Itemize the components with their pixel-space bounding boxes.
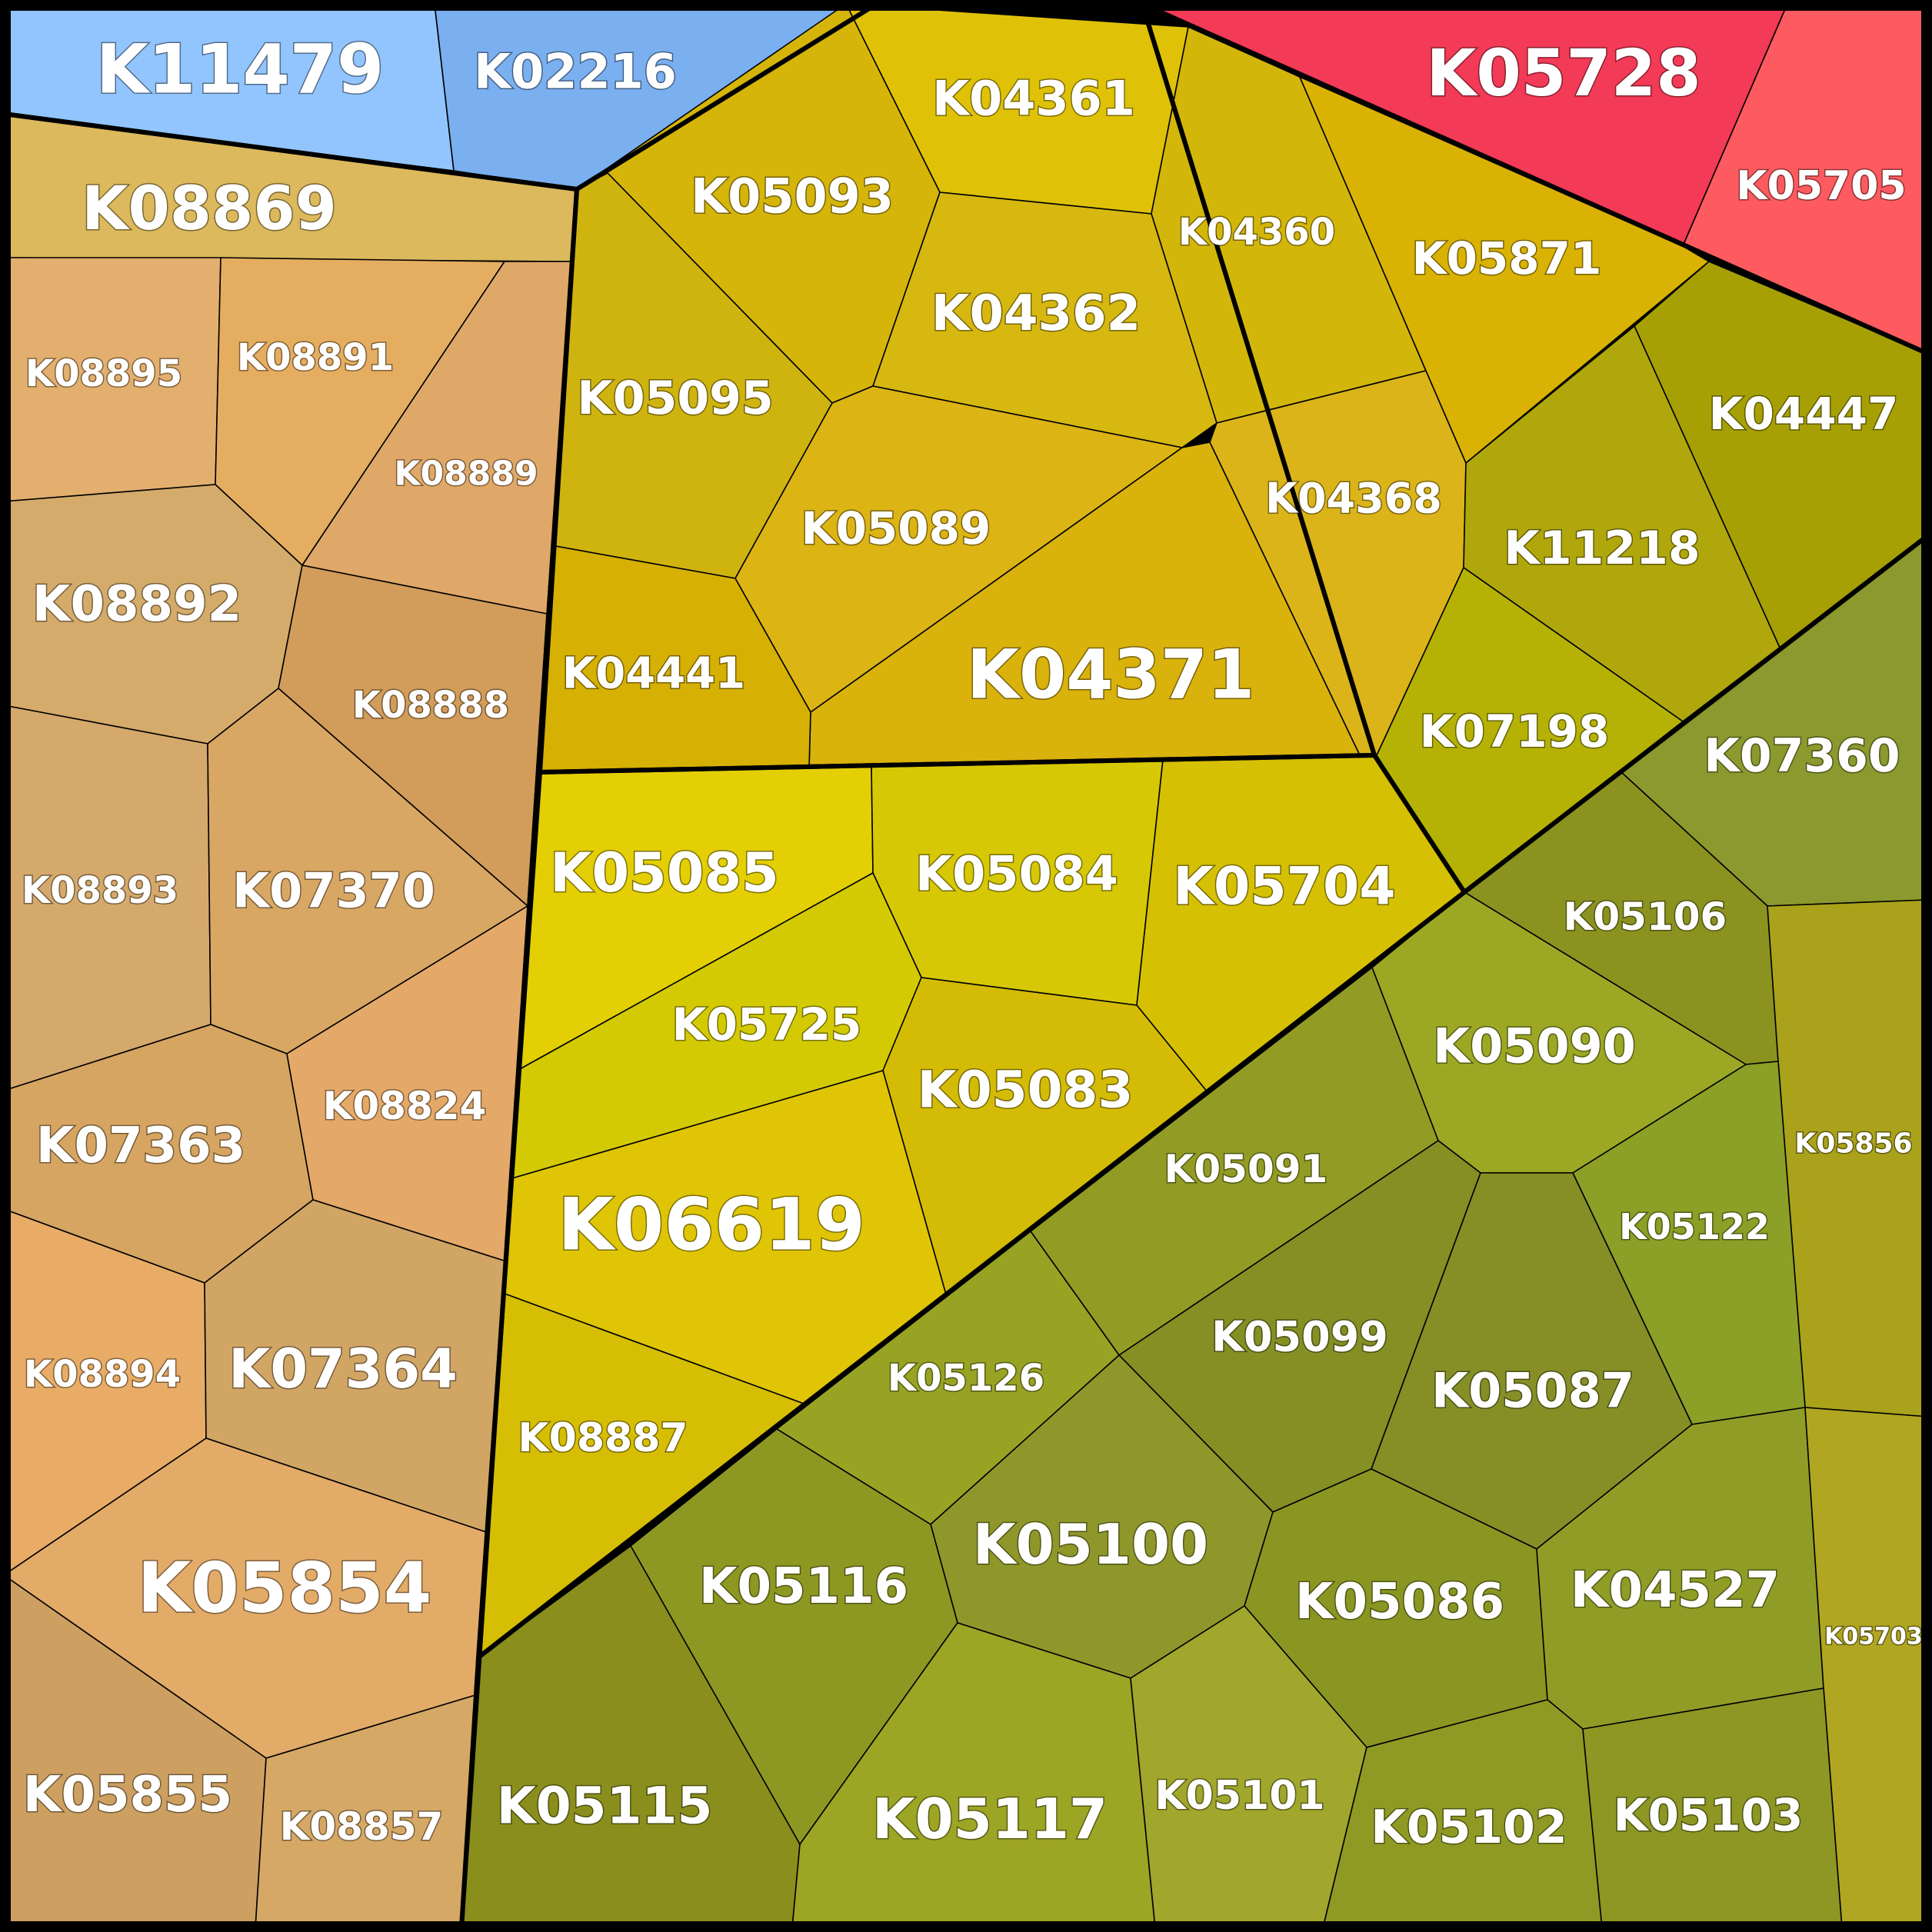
cell-label-k05117: K05117: [872, 1787, 1108, 1851]
cell-label-k05856: K05856: [1794, 1128, 1912, 1160]
cell-label-k04371: K04371: [967, 635, 1254, 715]
cell-label-k05083: K05083: [918, 1061, 1134, 1120]
cell-label-k07198: K07198: [1420, 705, 1610, 758]
cell-label-k05703: K05703: [1824, 1624, 1923, 1651]
cell-label-k08869: K08869: [82, 175, 337, 244]
treemap-labels: K11479 K02216 K08869 K08895 K08891 K08889 K088…: [20, 28, 1924, 1856]
cell-label-k05855: K05855: [23, 1767, 232, 1824]
cell-label-k04361: K04361: [932, 71, 1135, 127]
cell-label-k05084: K05084: [915, 846, 1118, 902]
cell-label-k07360: K07360: [1704, 729, 1900, 783]
cell-label-k08887: K08887: [518, 1415, 688, 1461]
cell-label-k05122: K05122: [1619, 1206, 1770, 1247]
treemap-cells: [3, 3, 1929, 1929]
cell-label-k06619: K06619: [558, 1184, 865, 1267]
cell-label-k04368: K04368: [1265, 475, 1442, 523]
cell-label-k08894: K08894: [24, 1353, 181, 1396]
cell-label-k05728: K05728: [1426, 35, 1700, 111]
cell-label-k05103: K05103: [1614, 1789, 1804, 1841]
cell-label-k04527: K04527: [1571, 1562, 1780, 1619]
cell-label-k05854: K05854: [138, 1548, 432, 1629]
cell-label-k05115: K05115: [497, 1777, 713, 1836]
cell-label-k05704: K05704: [1173, 857, 1395, 918]
cell-label-k04447: K04447: [1709, 388, 1899, 440]
cell-label-k05095: K05095: [577, 371, 773, 425]
cell-label-k07370: K07370: [232, 863, 435, 919]
cell-label-k04441: K04441: [562, 649, 745, 699]
cell-label-k05126: K05126: [888, 1357, 1044, 1400]
cell-label-k08857: K08857: [280, 1804, 444, 1849]
cell-label-k05705: K05705: [1736, 163, 1906, 209]
cell-label-k11479: K11479: [96, 30, 384, 109]
cell-label-k05116: K05116: [699, 1558, 908, 1615]
cell-label-k04362: K04362: [931, 285, 1141, 342]
cell-label-k08895: K08895: [25, 352, 182, 395]
cell-label-k05085: K05085: [550, 841, 779, 904]
cell-label-k08892: K08892: [32, 576, 242, 633]
cell-label-k11218: K11218: [1504, 521, 1700, 575]
cell-label-k08893: K08893: [22, 869, 178, 912]
cell-label-k05101: K05101: [1154, 1773, 1324, 1819]
cell-label-k05089: K05089: [801, 502, 991, 555]
cell-label-k05102: K05102: [1371, 1800, 1567, 1854]
cell-label-k05086: K05086: [1295, 1574, 1504, 1631]
cell-label-k05093: K05093: [691, 168, 894, 225]
cell-label-k05725: K05725: [672, 998, 862, 1051]
cell-label-k08889: K08889: [394, 455, 538, 494]
cell-label-k05099: K05099: [1211, 1313, 1388, 1361]
cell-label-k08824: K08824: [323, 1084, 487, 1128]
cell-label-k05087: K05087: [1431, 1363, 1634, 1419]
cell-k04362: [872, 192, 1217, 448]
cell-label-k04360: K04360: [1178, 211, 1335, 254]
cell-label-k05106: K05106: [1564, 894, 1727, 939]
cell-label-k05090: K05090: [1433, 1018, 1636, 1074]
cell-label-k05091: K05091: [1164, 1147, 1328, 1191]
cell-label-k05871: K05871: [1412, 232, 1602, 285]
cell-label-k05100: K05100: [973, 1512, 1208, 1577]
cell-label-k02216: K02216: [474, 44, 677, 100]
cell-label-k08888: K08888: [352, 684, 509, 727]
cell-label-k07363: K07363: [36, 1118, 245, 1174]
cell-label-k07364: K07364: [228, 1337, 458, 1401]
cell-label-k08891: K08891: [237, 336, 394, 379]
